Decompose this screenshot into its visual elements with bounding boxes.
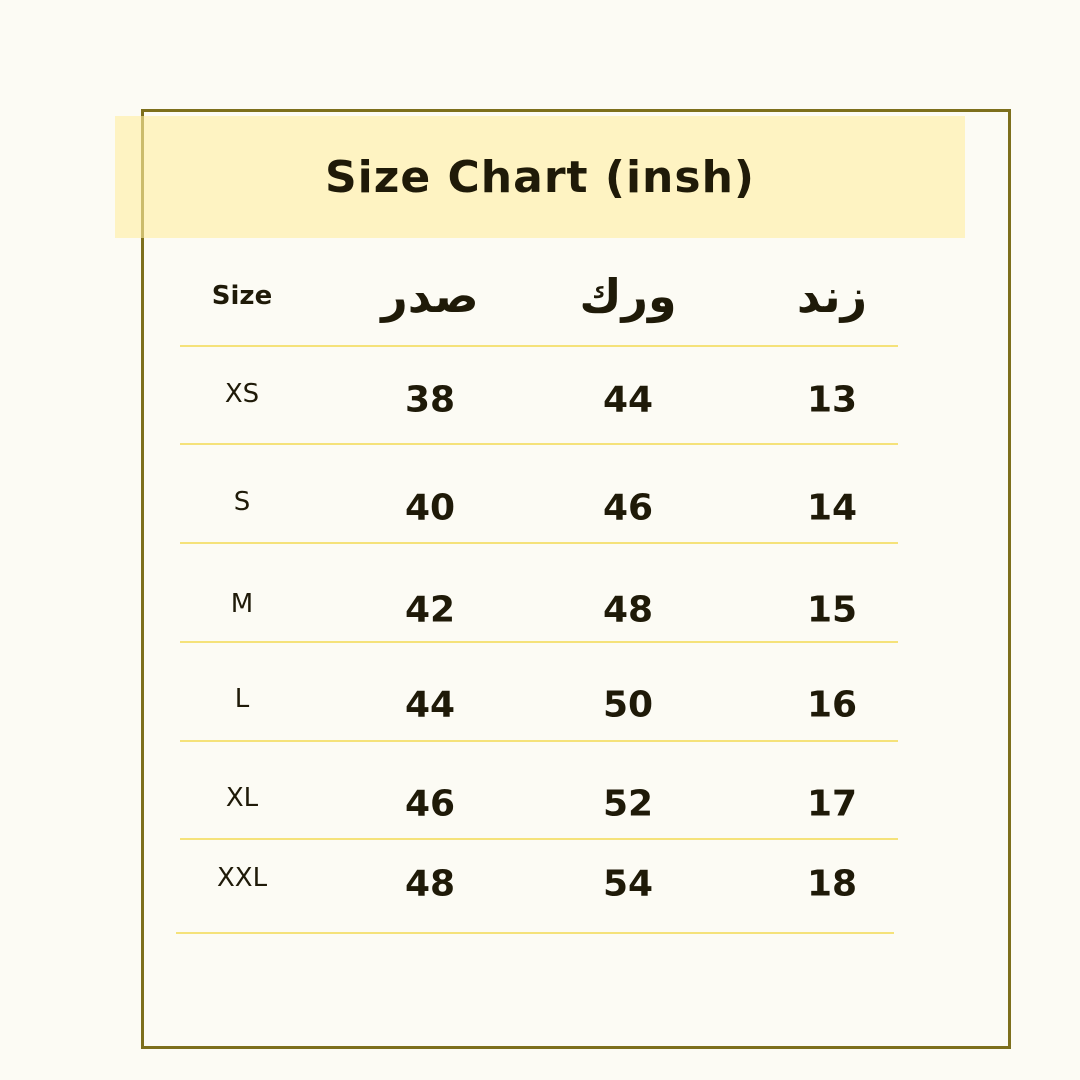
- table-cell-size: S: [233, 487, 251, 517]
- table-cell-size: L: [234, 684, 250, 714]
- table-cell-arm: 18: [806, 863, 858, 905]
- table-cell-hip: 48: [602, 589, 654, 631]
- table-cell-hip: 46: [602, 487, 654, 529]
- table-cell-arm: 17: [806, 783, 858, 825]
- column-header-arm: زند: [796, 269, 868, 323]
- table-cell-arm: 13: [806, 379, 858, 421]
- table-cell-chest: 40: [404, 487, 456, 529]
- row-divider: [180, 542, 898, 544]
- table-cell-arm: 14: [806, 487, 858, 529]
- table-cell-chest: 38: [404, 379, 456, 421]
- column-header-chest: صدر: [381, 269, 479, 323]
- table-cell-size: XS: [224, 379, 260, 409]
- column-header-size: Size: [211, 281, 273, 311]
- column-header-hip: ورك: [579, 269, 677, 323]
- table-cell-size: XL: [225, 783, 259, 813]
- table-cell-chest: 44: [404, 684, 456, 726]
- chart-frame: [141, 109, 1011, 1049]
- table-cell-chest: 46: [404, 783, 456, 825]
- row-divider: [180, 740, 898, 742]
- table-cell-chest: 42: [404, 589, 456, 631]
- table-cell-hip: 44: [602, 379, 654, 421]
- table-cell-hip: 54: [602, 863, 654, 905]
- page-title: Size Chart (insh): [324, 151, 756, 203]
- table-cell-size: M: [230, 589, 254, 619]
- table-cell-arm: 15: [806, 589, 858, 631]
- table-cell-arm: 16: [806, 684, 858, 726]
- row-divider: [176, 932, 894, 934]
- row-divider: [180, 838, 898, 840]
- row-divider: [180, 641, 898, 643]
- table-cell-hip: 52: [602, 783, 654, 825]
- table-cell-hip: 50: [602, 684, 654, 726]
- table-cell-size: XXL: [216, 863, 268, 893]
- title-banner: Size Chart (insh): [115, 116, 965, 238]
- table-cell-chest: 48: [404, 863, 456, 905]
- row-divider: [180, 345, 898, 347]
- row-divider: [180, 443, 898, 445]
